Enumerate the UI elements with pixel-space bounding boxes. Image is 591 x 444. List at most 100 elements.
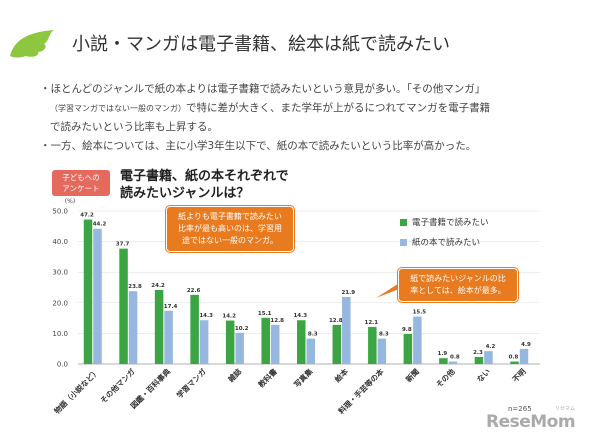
x-tick-label: 新聞 bbox=[403, 366, 421, 384]
bar-value-label: 1.9 bbox=[438, 351, 448, 357]
bar-ebook bbox=[297, 320, 306, 364]
bar-value-label: 15.1 bbox=[258, 311, 272, 317]
x-tick-label: 教科書 bbox=[255, 366, 279, 390]
bar-ebook bbox=[261, 317, 270, 364]
x-tick-label: 物語（小説など） bbox=[52, 366, 101, 415]
bar-paper bbox=[270, 324, 280, 364]
bar-ebook bbox=[403, 334, 413, 364]
y-tick-label: 0.0 bbox=[57, 361, 68, 369]
bar-value-label: 12.8 bbox=[329, 318, 343, 324]
bullet-line: （学習マンガではない一般のマンガ）で特に差が大きく、また学年が上がるにつれてマン… bbox=[40, 99, 580, 118]
y-tick-label: 10.0 bbox=[52, 330, 68, 338]
bar-value-label: 14.3 bbox=[293, 313, 307, 319]
x-tick-label: 雑誌 bbox=[225, 366, 244, 385]
chart-title-line: 電子書籍、紙の本それぞれで bbox=[120, 169, 289, 184]
legend-swatch-blue bbox=[400, 238, 407, 246]
survey-badge: 子どもへの アンケート bbox=[52, 170, 110, 196]
bar-value-label: 21.9 bbox=[341, 290, 355, 296]
bar-paper bbox=[484, 351, 493, 364]
y-tick-label: 30.0 bbox=[52, 269, 68, 277]
legend-swatch-green bbox=[400, 218, 407, 226]
bar-paper bbox=[448, 361, 458, 364]
x-tick-label: ない bbox=[475, 367, 492, 384]
bar-value-label: 10.2 bbox=[235, 326, 249, 332]
chart-title: 電子書籍、紙の本それぞれで 読みたいジャンルは？ bbox=[120, 168, 289, 202]
bar-value-label: 8.3 bbox=[379, 332, 389, 338]
x-tick-label: 写真集 bbox=[291, 366, 314, 389]
bar-value-label: 12.8 bbox=[270, 318, 284, 324]
bar-value-label: 14.2 bbox=[222, 314, 236, 320]
bullet-line: ・ほとんどのジャンルで紙の本よりは電子書籍で読みたいという意見が多い。「その他マ… bbox=[40, 83, 486, 95]
summary-bullets: ・ほとんどのジャンルで紙の本よりは電子書籍で読みたいという意見が多い。「その他マ… bbox=[40, 80, 580, 156]
y-axis-unit: (%) bbox=[65, 198, 75, 205]
bar-ebook bbox=[119, 248, 128, 364]
bar-value-label: 12.1 bbox=[365, 320, 379, 326]
legend-label: 紙の本で読みたい bbox=[412, 238, 481, 248]
sample-size: n=265 bbox=[508, 405, 532, 413]
bar-value-label: 37.7 bbox=[116, 242, 130, 248]
bar-paper bbox=[413, 316, 422, 364]
legend-item-ebook: 電子書籍で読みたい bbox=[400, 212, 489, 232]
bar-ebook bbox=[368, 326, 377, 364]
x-tick-label: 学習マンガ bbox=[174, 366, 208, 400]
bar-value-label: 23.8 bbox=[128, 284, 142, 290]
bar-value-label: 2.3 bbox=[473, 350, 483, 356]
bar-paper bbox=[164, 310, 173, 364]
bar-value-label: 17.4 bbox=[164, 304, 178, 310]
bar-paper bbox=[306, 338, 315, 364]
callout-ebook-manga: 紙よりも電子書籍で読みたい 比率が最も高いのは、学習用 途ではない一般のマンガ。 bbox=[166, 206, 294, 252]
x-tick-label: その他 bbox=[434, 366, 457, 389]
bar-paper bbox=[93, 228, 102, 364]
chart-title-line: 読みたいジャンルは？ bbox=[120, 186, 250, 201]
bar-value-label: 22.6 bbox=[187, 288, 201, 294]
bar-ebook bbox=[510, 361, 519, 364]
bar-ebook bbox=[474, 356, 484, 364]
bar-ebook bbox=[332, 324, 342, 364]
badge-line: 子どもへの bbox=[62, 173, 100, 182]
bar-value-label: 0.8 bbox=[450, 355, 460, 361]
bullet-note: （学習マンガではない一般のマンガ） bbox=[50, 104, 186, 113]
bar-value-label: 44.2 bbox=[93, 222, 107, 228]
callout-line: 紙よりも電子書籍で読みたい bbox=[178, 212, 282, 221]
y-tick-label: 20.0 bbox=[52, 299, 68, 307]
bar-ebook bbox=[225, 320, 235, 364]
bullet-text: で特に差が大きく、また学年が上がるにつれてマンガを電子書籍 bbox=[186, 102, 491, 114]
y-tick-label: 50.0 bbox=[52, 208, 68, 216]
bullet-line: ・一方、絵本については、主に小学3年生以下で、紙の本で読みたいという比率が高かっ… bbox=[40, 140, 477, 152]
bullet-line: で読みたいという比率も上昇する。 bbox=[50, 121, 218, 133]
leaf-icon bbox=[10, 30, 54, 58]
badge-line: アンケート bbox=[62, 184, 100, 193]
bar-paper bbox=[377, 338, 387, 364]
x-tick-label: 不明 bbox=[511, 367, 528, 384]
callout-pointer bbox=[371, 280, 401, 301]
legend-label: 電子書籍で読みたい bbox=[412, 218, 489, 228]
bar-value-label: 9.8 bbox=[402, 327, 412, 333]
callout-line: 紙で読みたいジャンルの比 bbox=[410, 274, 506, 283]
callout-line: 途ではない一般のマンガ。 bbox=[182, 236, 278, 245]
bar-paper bbox=[342, 296, 351, 364]
chart-legend: 電子書籍で読みたい 紙の本で読みたい bbox=[400, 212, 489, 252]
callout-line: 比率が最も高いのは、学習用 bbox=[178, 224, 282, 233]
bar-value-label: 14.3 bbox=[199, 313, 213, 319]
bar-paper bbox=[235, 332, 244, 364]
bar-ebook bbox=[439, 358, 448, 364]
callout-picture-book: 紙で読みたいジャンルの比 率としては、絵本が最多。 bbox=[398, 268, 518, 302]
x-tick-label: その他マンガ bbox=[98, 366, 137, 405]
bar-paper bbox=[128, 291, 138, 364]
bar-value-label: 47.2 bbox=[80, 213, 94, 219]
x-tick-label: 絵本 bbox=[332, 366, 350, 384]
bar-value-label: 8.3 bbox=[308, 332, 318, 338]
resemom-logo: ReseMom bbox=[486, 412, 576, 432]
bar-ebook bbox=[83, 219, 93, 364]
bar-ebook bbox=[154, 289, 164, 364]
bar-value-label: 15.5 bbox=[413, 310, 427, 316]
y-tick-label: 40.0 bbox=[52, 238, 68, 246]
bar-value-label: 4.2 bbox=[486, 344, 496, 350]
bar-paper bbox=[519, 349, 529, 364]
callout-line: 率としては、絵本が最多。 bbox=[410, 286, 506, 295]
logo-subtext: リセマム bbox=[555, 406, 576, 412]
legend-item-paper: 紙の本で読みたい bbox=[400, 232, 489, 252]
bar-ebook bbox=[190, 294, 199, 364]
page-title: 小説・マンガは電子書籍、絵本は紙で読みたい bbox=[72, 34, 450, 55]
